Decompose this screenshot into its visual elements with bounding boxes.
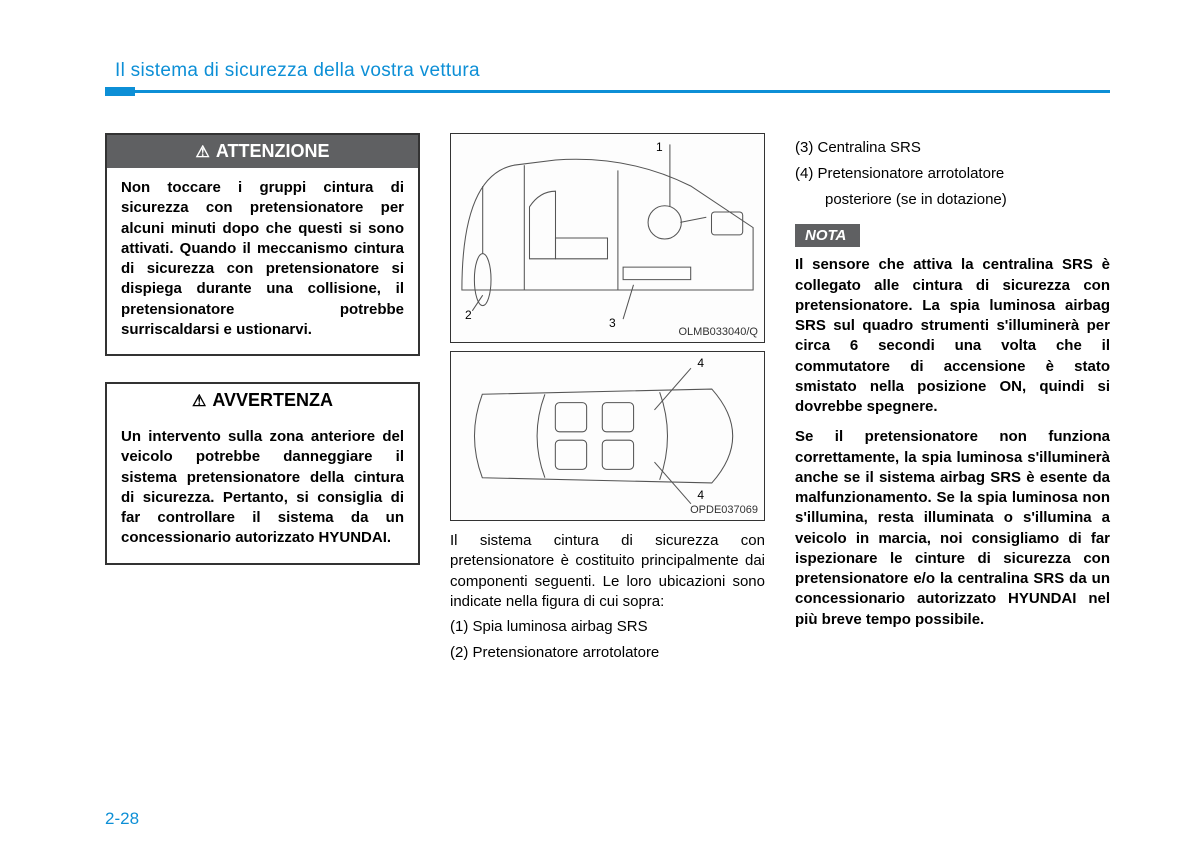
component-item-1: (1) Spia luminosa airbag SRS xyxy=(450,616,765,638)
diagram-side-view: 1 2 3 OLMB033040/Q xyxy=(450,133,765,343)
attenzione-heading-text: ATTENZIONE xyxy=(216,141,330,162)
component-item-4-sub: posteriore (se in dotazione) xyxy=(795,189,1110,211)
caution-icon: ⚠ xyxy=(192,391,206,411)
nota-paragraph-2: Se il pretensionatore non funziona corre… xyxy=(795,427,1110,630)
diagram-code-1: OLMB033040/Q xyxy=(679,326,759,338)
avvertenza-body: Un intervento sulla zona anteriore del v… xyxy=(107,417,418,563)
warning-icon: ⚠ xyxy=(195,142,209,162)
attenzione-header: ⚠ ATTENZIONE xyxy=(107,135,418,168)
intro-paragraph: Il sistema cintura di sicurezza con pret… xyxy=(450,531,765,612)
component-item-2: (2) Pretensionatore arrotolatore xyxy=(450,642,765,664)
avvertenza-header: ⚠ AVVERTENZA xyxy=(107,384,418,417)
header-rule xyxy=(105,90,1110,93)
diagram-code-2: OPDE037069 xyxy=(690,504,758,516)
avvertenza-box: ⚠ AVVERTENZA Un intervento sulla zona an… xyxy=(105,382,420,565)
component-item-4: (4) Pretensionatore arrotolatore xyxy=(795,163,1110,185)
content-columns: ⚠ ATTENZIONE Non toccare i gruppi cintur… xyxy=(105,133,1110,664)
diagram-top-view: 4 4 OPDE037069 xyxy=(450,351,765,521)
callout-4a: 4 xyxy=(697,356,704,370)
car-top-svg xyxy=(451,352,764,520)
callout-3: 3 xyxy=(609,316,616,330)
nota-paragraph-1: Il sensore che attiva la centralina SRS … xyxy=(795,255,1110,417)
column-middle: 1 2 3 OLMB033040/Q 4 4 OPDE037069 Il sis… xyxy=(450,133,765,664)
column-right: (3) Centralina SRS (4) Pretensionatore a… xyxy=(795,133,1110,664)
callout-4b: 4 xyxy=(697,488,704,502)
chapter-title: Il sistema di sicurezza della vostra vet… xyxy=(105,60,1110,82)
page-number: 2-28 xyxy=(105,809,139,829)
component-item-3: (3) Centralina SRS xyxy=(795,137,1110,159)
attenzione-body: Non toccare i gruppi cintura di sicurezz… xyxy=(107,168,418,354)
callout-2: 2 xyxy=(465,308,472,322)
car-side-svg xyxy=(451,134,764,342)
attenzione-box: ⚠ ATTENZIONE Non toccare i gruppi cintur… xyxy=(105,133,420,356)
avvertenza-heading-text: AVVERTENZA xyxy=(212,390,333,411)
nota-badge: NOTA xyxy=(795,224,860,247)
column-left: ⚠ ATTENZIONE Non toccare i gruppi cintur… xyxy=(105,133,420,664)
callout-1: 1 xyxy=(656,140,663,154)
